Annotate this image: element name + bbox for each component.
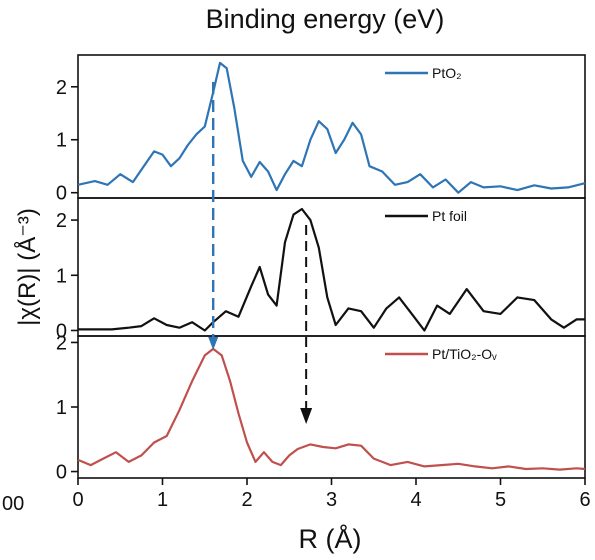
y-tick-label: 2 xyxy=(56,332,67,354)
top-title: Binding energy (eV) xyxy=(206,4,445,34)
series-curves xyxy=(77,61,586,471)
y-tick-label: 0 xyxy=(56,320,67,342)
x-tick-label: 6 xyxy=(579,489,590,511)
x-tick-label: 2 xyxy=(241,489,252,511)
legend-label-3: Pt/TiO₂-Oᵥ xyxy=(432,346,497,362)
x-tick-label: 0 xyxy=(72,489,83,511)
x-axis-label: R (Å) xyxy=(299,523,362,554)
legend-label-1: PtO₂ xyxy=(432,65,462,81)
x-tick-label: 4 xyxy=(410,489,421,511)
legend-label-2: Pt foil xyxy=(432,208,467,224)
y-tick-label: 0 xyxy=(56,462,67,484)
blue-arrowhead xyxy=(208,337,219,350)
y-tick-label: 1 xyxy=(56,397,67,419)
x-tick-label: 5 xyxy=(495,489,506,511)
x-tick-group: 0 1 2 3 4 5 6 xyxy=(72,478,591,511)
black-arrowhead xyxy=(300,408,313,424)
y-tick-label: 0 xyxy=(56,183,67,205)
y-tick-label: 1 xyxy=(56,265,67,287)
x-tick-label: 1 xyxy=(157,489,168,511)
y-tick-label: 2 xyxy=(56,210,67,232)
x-tick-label: 3 xyxy=(326,489,337,511)
panel-frames xyxy=(77,54,586,479)
panel-frame-3 xyxy=(77,335,586,479)
edge-label: 00 xyxy=(2,493,24,515)
panel-frame-2 xyxy=(77,197,586,337)
y-axis-label: |χ(R)| (Å⁻³) xyxy=(13,208,41,326)
series-line-2 xyxy=(78,207,585,332)
series-line-3 xyxy=(77,347,586,471)
y-tick-label: 2 xyxy=(56,77,67,99)
y-tick-label: 1 xyxy=(56,130,67,152)
annotation-arrows xyxy=(208,82,313,424)
series-line-1 xyxy=(77,61,586,194)
panel-frame-1 xyxy=(77,54,586,199)
legend-group: PtO₂ Pt foil Pt/TiO₂-Oᵥ xyxy=(385,65,497,362)
